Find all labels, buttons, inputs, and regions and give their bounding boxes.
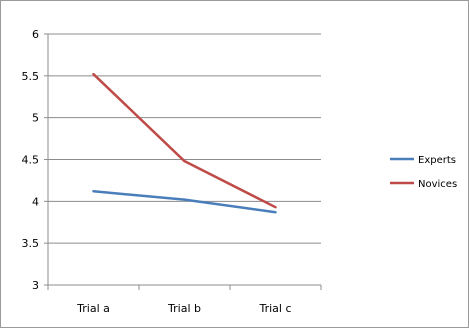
- y-tick-label: 5: [32, 112, 39, 125]
- legend: Experts Novices: [390, 155, 457, 190]
- legend-label: Novices: [418, 179, 457, 190]
- x-tick-labels: Trial a Trial b Trial c: [76, 302, 291, 315]
- x-tick-label: Trial b: [167, 302, 201, 315]
- x-tick-label: Trial a: [76, 302, 110, 315]
- y-tick-label: 4: [32, 195, 39, 208]
- y-tick-label: 6: [32, 28, 39, 41]
- y-tick-labels: 3 3.5 4 4.5 5 5.5 6: [22, 28, 40, 292]
- series-line-novices: [92, 72, 277, 209]
- y-tick-label: 3.5: [22, 237, 40, 250]
- gridlines: [48, 33, 321, 244]
- series-line-experts: [92, 190, 277, 214]
- x-tick-label: Trial c: [258, 302, 291, 315]
- y-tick-label: 4.5: [22, 154, 40, 167]
- series-lines: [92, 72, 277, 214]
- y-tick-label: 5.5: [22, 70, 40, 83]
- y-tick-label: 3: [32, 279, 39, 292]
- legend-label: Experts: [418, 155, 456, 166]
- axes: [44, 33, 322, 290]
